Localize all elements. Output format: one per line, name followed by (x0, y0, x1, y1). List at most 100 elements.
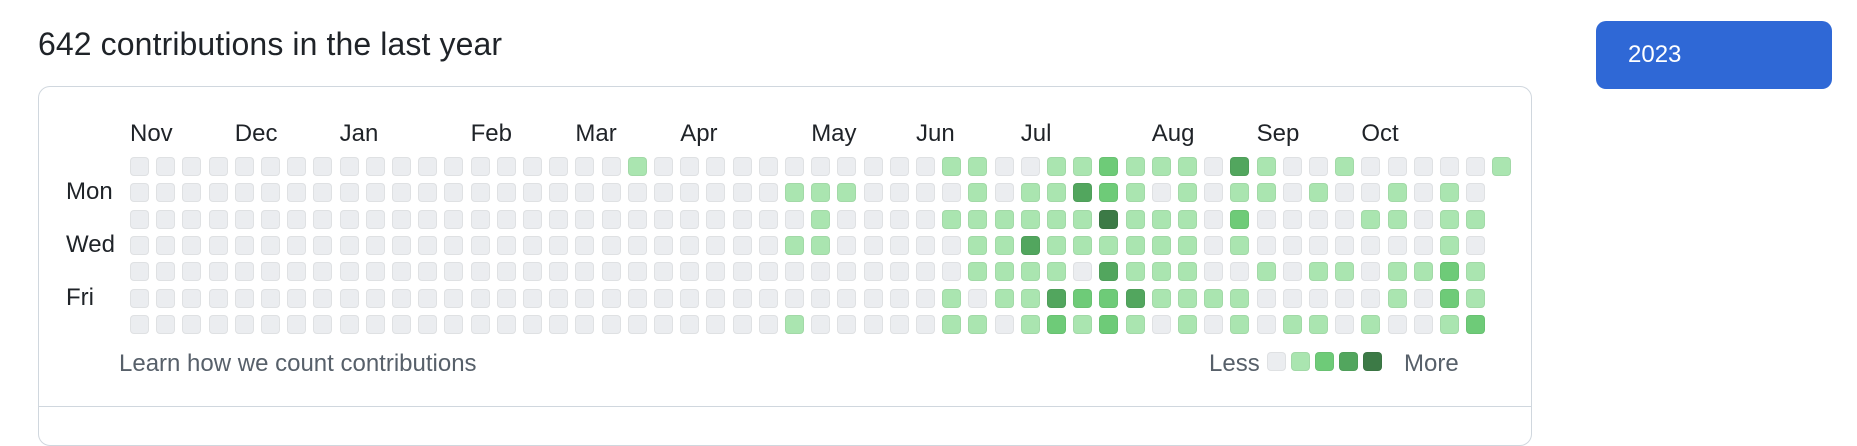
contribution-day-cell[interactable] (1020, 183, 1040, 203)
contribution-day-cell[interactable] (916, 209, 935, 229)
contribution-day-cell[interactable] (1440, 262, 1459, 282)
contribution-day-cell[interactable] (392, 314, 411, 334)
contribution-day-cell[interactable] (313, 288, 333, 308)
contribution-day-cell[interactable] (234, 209, 254, 229)
contribution-day-cell[interactable] (1466, 209, 1486, 229)
contribution-day-cell[interactable] (1492, 157, 1512, 176)
contribution-day-cell[interactable] (392, 209, 411, 229)
contribution-day-cell[interactable] (1440, 183, 1459, 203)
contribution-day-cell[interactable] (418, 209, 438, 229)
contribution-day-cell[interactable] (313, 235, 333, 255)
contribution-day-cell[interactable] (1413, 288, 1433, 308)
contribution-day-cell[interactable] (470, 288, 490, 308)
contribution-day-cell[interactable] (208, 288, 228, 308)
contribution-day-cell[interactable] (1335, 262, 1355, 282)
contribution-day-cell[interactable] (1125, 262, 1145, 282)
contribution-day-cell[interactable] (339, 314, 359, 334)
contribution-day-cell[interactable] (523, 157, 542, 176)
contribution-day-cell[interactable] (444, 314, 464, 334)
contribution-day-cell[interactable] (863, 288, 883, 308)
contribution-day-cell[interactable] (1282, 314, 1302, 334)
contribution-day-cell[interactable] (234, 314, 254, 334)
contribution-day-cell[interactable] (968, 288, 988, 308)
contribution-day-cell[interactable] (994, 314, 1014, 334)
contribution-day-cell[interactable] (130, 288, 149, 308)
contribution-day-cell[interactable] (496, 288, 516, 308)
contribution-day-cell[interactable] (732, 157, 752, 176)
contribution-day-cell[interactable] (234, 157, 254, 176)
contribution-day-cell[interactable] (968, 183, 988, 203)
contribution-day-cell[interactable] (1073, 183, 1093, 203)
contribution-day-cell[interactable] (1020, 157, 1040, 176)
contribution-day-cell[interactable] (575, 209, 595, 229)
contribution-day-cell[interactable] (1178, 235, 1197, 255)
contribution-day-cell[interactable] (392, 262, 411, 282)
contribution-day-cell[interactable] (1282, 157, 1302, 176)
contribution-day-cell[interactable] (1387, 183, 1407, 203)
contribution-day-cell[interactable] (261, 262, 280, 282)
contribution-day-cell[interactable] (182, 314, 202, 334)
contribution-day-cell[interactable] (863, 157, 883, 176)
contribution-day-cell[interactable] (785, 314, 804, 334)
contribution-day-cell[interactable] (942, 314, 962, 334)
contribution-day-cell[interactable] (365, 288, 385, 308)
contribution-day-cell[interactable] (365, 183, 385, 203)
contribution-day-cell[interactable] (654, 209, 673, 229)
contribution-day-cell[interactable] (680, 314, 700, 334)
contribution-day-cell[interactable] (1099, 157, 1119, 176)
contribution-day-cell[interactable] (837, 235, 857, 255)
contribution-day-cell[interactable] (968, 209, 988, 229)
contribution-day-cell[interactable] (1413, 235, 1433, 255)
contribution-day-cell[interactable] (601, 262, 621, 282)
contribution-day-cell[interactable] (916, 314, 935, 334)
contribution-day-cell[interactable] (942, 235, 962, 255)
contribution-day-cell[interactable] (758, 288, 778, 308)
contribution-day-cell[interactable] (313, 209, 333, 229)
contribution-day-cell[interactable] (680, 183, 700, 203)
contribution-day-cell[interactable] (261, 314, 280, 334)
contribution-day-cell[interactable] (130, 314, 149, 334)
contribution-day-cell[interactable] (156, 235, 176, 255)
contribution-day-cell[interactable] (444, 209, 464, 229)
contribution-day-cell[interactable] (1230, 183, 1250, 203)
contribution-day-cell[interactable] (654, 314, 673, 334)
contribution-day-cell[interactable] (182, 157, 202, 176)
contribution-day-cell[interactable] (785, 157, 804, 176)
contribution-day-cell[interactable] (680, 209, 700, 229)
contribution-day-cell[interactable] (863, 235, 883, 255)
contribution-day-cell[interactable] (182, 209, 202, 229)
contribution-day-cell[interactable] (1099, 314, 1119, 334)
contribution-day-cell[interactable] (1151, 314, 1171, 334)
contribution-day-cell[interactable] (1020, 209, 1040, 229)
contribution-day-cell[interactable] (627, 157, 647, 176)
contribution-day-cell[interactable] (392, 235, 411, 255)
contribution-day-cell[interactable] (1230, 262, 1250, 282)
contribution-day-cell[interactable] (156, 157, 176, 176)
contribution-day-cell[interactable] (758, 209, 778, 229)
contribution-day-cell[interactable] (287, 314, 307, 334)
contribution-day-cell[interactable] (130, 235, 149, 255)
contribution-day-cell[interactable] (156, 209, 176, 229)
contribution-day-cell[interactable] (889, 262, 909, 282)
contribution-day-cell[interactable] (1387, 262, 1407, 282)
contribution-day-cell[interactable] (339, 288, 359, 308)
contribution-day-cell[interactable] (1230, 288, 1250, 308)
contribution-day-cell[interactable] (339, 262, 359, 282)
contribution-day-cell[interactable] (444, 157, 464, 176)
contribution-day-cell[interactable] (287, 235, 307, 255)
contribution-day-cell[interactable] (392, 157, 411, 176)
contribution-day-cell[interactable] (942, 157, 962, 176)
contribution-day-cell[interactable] (1073, 157, 1093, 176)
contribution-day-cell[interactable] (1047, 262, 1066, 282)
contribution-day-cell[interactable] (1440, 288, 1459, 308)
contribution-day-cell[interactable] (627, 209, 647, 229)
contribution-day-cell[interactable] (1361, 314, 1381, 334)
contribution-day-cell[interactable] (889, 288, 909, 308)
contribution-day-cell[interactable] (732, 288, 752, 308)
contribution-day-cell[interactable] (444, 262, 464, 282)
contribution-day-cell[interactable] (1125, 157, 1145, 176)
contribution-day-cell[interactable] (1204, 314, 1224, 334)
contribution-day-cell[interactable] (732, 183, 752, 203)
contribution-day-cell[interactable] (994, 262, 1014, 282)
contribution-day-cell[interactable] (968, 235, 988, 255)
